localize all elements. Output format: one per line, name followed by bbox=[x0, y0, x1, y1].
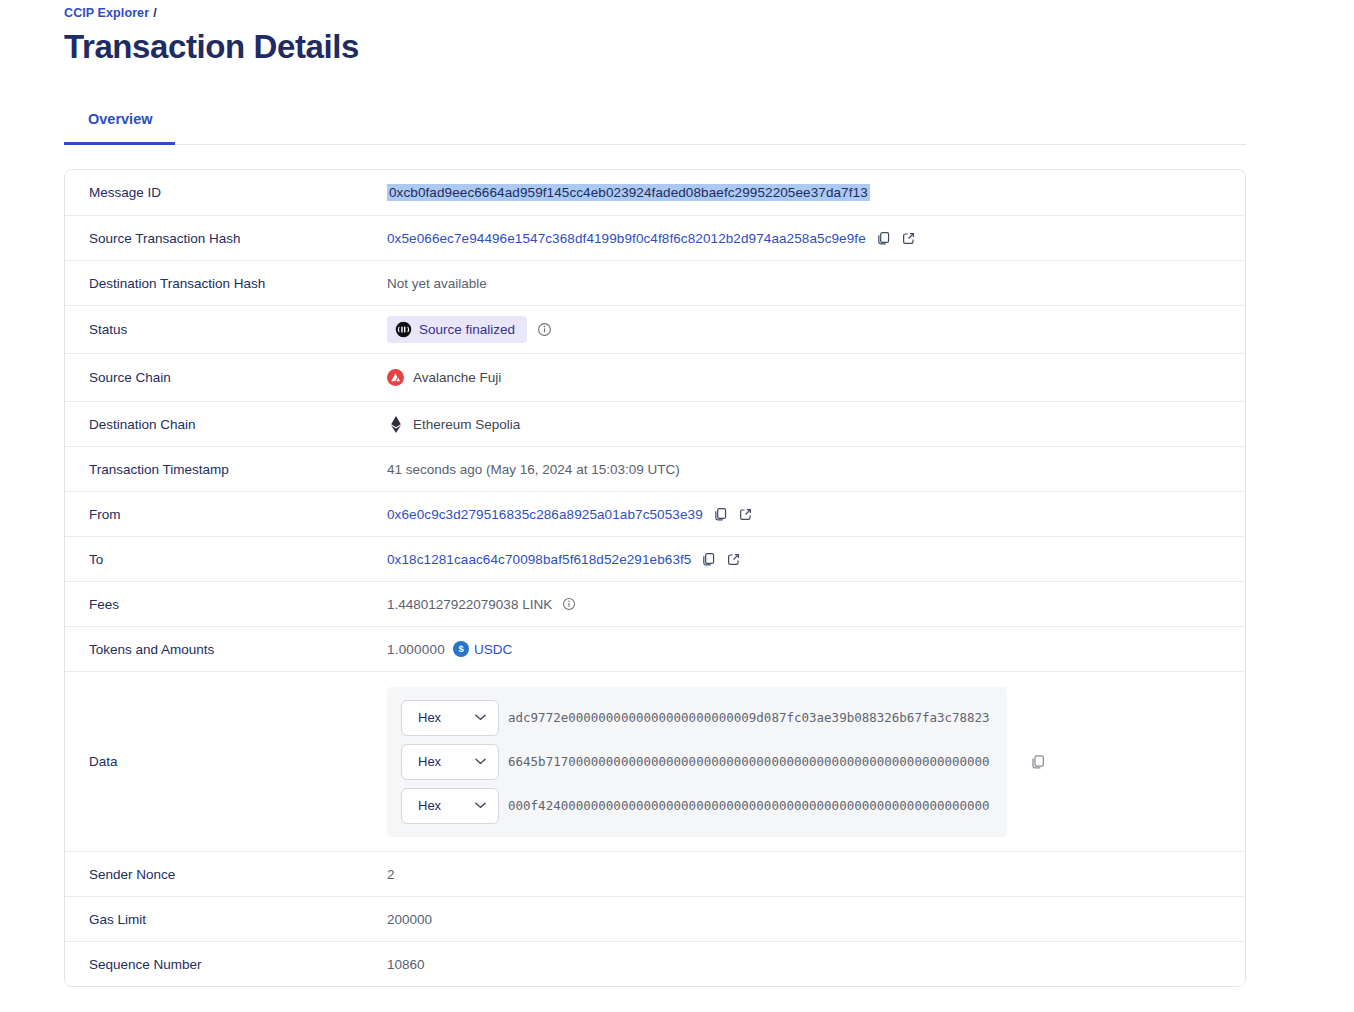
from-address-link[interactable]: 0x6e0c9c3d279516835c286a8925a01ab7c5053e… bbox=[387, 507, 703, 522]
row-label: Destination Transaction Hash bbox=[65, 276, 387, 291]
table-row-dest-tx-hash: Destination Transaction Hash Not yet ava… bbox=[65, 260, 1245, 305]
row-label: Destination Chain bbox=[65, 417, 387, 432]
sender-nonce-value: 2 bbox=[387, 867, 395, 882]
source-chain-name: Avalanche Fuji bbox=[413, 370, 501, 385]
row-label: Sender Nonce bbox=[65, 867, 387, 882]
table-row-dest-chain: Destination Chain Ethereum Sepolia bbox=[65, 401, 1245, 446]
data-hex-line: Hex 000f42400000000000000000000000000000… bbox=[401, 788, 993, 824]
to-address-link[interactable]: 0x18c1281caac64c70098baf5f618d52e291eb63… bbox=[387, 552, 691, 567]
data-hex-text: 000f424000000000000000000000000000000000… bbox=[508, 798, 990, 813]
row-label: Transaction Timestamp bbox=[65, 462, 387, 477]
chevron-down-icon bbox=[475, 802, 486, 809]
gas-limit-value: 200000 bbox=[387, 912, 432, 927]
table-row-timestamp: Transaction Timestamp 41 seconds ago (Ma… bbox=[65, 446, 1245, 491]
copy-icon[interactable] bbox=[1030, 754, 1046, 770]
ethereum-logo-icon bbox=[387, 415, 404, 434]
hex-format-value: Hex bbox=[418, 798, 441, 813]
info-icon[interactable] bbox=[562, 597, 576, 611]
row-label: Gas Limit bbox=[65, 912, 387, 927]
hex-format-value: Hex bbox=[418, 754, 441, 769]
row-label: Tokens and Amounts bbox=[65, 642, 387, 657]
hex-format-select[interactable]: Hex bbox=[401, 788, 499, 824]
info-icon[interactable] bbox=[537, 322, 552, 337]
external-link-icon[interactable] bbox=[726, 552, 741, 567]
chevron-down-icon bbox=[475, 758, 486, 765]
dest-tx-hash-value: Not yet available bbox=[387, 276, 487, 291]
row-label: Fees bbox=[65, 597, 387, 612]
external-link-icon[interactable] bbox=[901, 231, 916, 246]
table-row-sequence-number: Sequence Number 10860 bbox=[65, 941, 1245, 986]
row-label: Message ID bbox=[65, 185, 387, 200]
table-row-source-chain: Source Chain Avalanche Fuji bbox=[65, 353, 1245, 401]
copy-icon[interactable] bbox=[701, 552, 716, 567]
tab-bar: Overview bbox=[64, 110, 1246, 145]
row-label: Source Chain bbox=[65, 370, 387, 385]
breadcrumb: CCIP Explorer / bbox=[64, 6, 1246, 20]
usdc-token-icon: $ bbox=[453, 641, 469, 657]
row-label: Data bbox=[65, 754, 387, 769]
token-usdc-link[interactable]: $ USDC bbox=[453, 641, 512, 657]
row-label: Sequence Number bbox=[65, 957, 387, 972]
table-row-from: From 0x6e0c9c3d279516835c286a8925a01ab7c… bbox=[65, 491, 1245, 536]
table-row-fees: Fees 1.4480127922079038 LINK bbox=[65, 581, 1245, 626]
avalanche-logo-icon bbox=[387, 369, 404, 386]
token-symbol-label: USDC bbox=[474, 642, 512, 657]
row-label: From bbox=[65, 507, 387, 522]
dest-chain-name: Ethereum Sepolia bbox=[413, 417, 520, 432]
transaction-details-card: Message ID 0xcb0fad9eec6664ad959f145cc4e… bbox=[64, 169, 1246, 987]
sequence-number-value: 10860 bbox=[387, 957, 425, 972]
external-link-icon[interactable] bbox=[738, 507, 753, 522]
table-row-status: Status Source finalized bbox=[65, 305, 1245, 353]
hex-format-value: Hex bbox=[418, 710, 441, 725]
chevron-down-icon bbox=[475, 714, 486, 721]
data-hex-panel: Hex adc9772e0000000000000000000000009d08… bbox=[387, 687, 1007, 837]
tab-overview[interactable]: Overview bbox=[64, 111, 175, 145]
data-hex-line: Hex adc9772e0000000000000000000000009d08… bbox=[401, 700, 993, 736]
finality-progress-icon bbox=[395, 321, 412, 338]
table-row-to: To 0x18c1281caac64c70098baf5f618d52e291e… bbox=[65, 536, 1245, 581]
hex-format-select[interactable]: Hex bbox=[401, 744, 499, 780]
data-hex-line: Hex 6645b7170000000000000000000000000000… bbox=[401, 744, 993, 780]
hex-format-select[interactable]: Hex bbox=[401, 700, 499, 736]
row-label: Source Transaction Hash bbox=[65, 231, 387, 246]
svg-text:$: $ bbox=[458, 644, 464, 654]
copy-icon[interactable] bbox=[876, 231, 891, 246]
table-row-message-id: Message ID 0xcb0fad9eec6664ad959f145cc4e… bbox=[65, 170, 1245, 215]
page-title: Transaction Details bbox=[64, 28, 1246, 66]
transaction-details-page: CCIP Explorer / Transaction Details Overv… bbox=[0, 0, 1246, 987]
table-row-gas-limit: Gas Limit 200000 bbox=[65, 896, 1245, 941]
source-tx-hash-link[interactable]: 0x5e066ec7e94496e1547c368df4199b9f0c4f8f… bbox=[387, 231, 866, 246]
status-badge-label: Source finalized bbox=[419, 322, 515, 337]
table-row-data: Data Hex adc9772e00000000000000000000000… bbox=[65, 671, 1245, 851]
status-badge: Source finalized bbox=[387, 316, 527, 343]
table-row-sender-nonce: Sender Nonce 2 bbox=[65, 851, 1245, 896]
row-label: To bbox=[65, 552, 387, 567]
timestamp-value: 41 seconds ago (May 16, 2024 at 15:03:09… bbox=[387, 462, 680, 477]
data-hex-text: adc9772e0000000000000000000000009d087fc0… bbox=[508, 710, 990, 725]
breadcrumb-separator: / bbox=[153, 6, 157, 20]
message-id-value: 0xcb0fad9eec6664ad959f145cc4eb023924fade… bbox=[387, 184, 870, 201]
token-amount-value: 1.000000 bbox=[387, 642, 445, 657]
fees-value: 1.4480127922079038 LINK bbox=[387, 597, 552, 612]
data-hex-text: 6645b71700000000000000000000000000000000… bbox=[508, 754, 990, 769]
table-row-tokens-and-amounts: Tokens and Amounts 1.000000 $ USDC bbox=[65, 626, 1245, 671]
breadcrumb-link-ccip-explorer[interactable]: CCIP Explorer bbox=[64, 6, 149, 20]
table-row-source-tx-hash: Source Transaction Hash 0x5e066ec7e94496… bbox=[65, 215, 1245, 260]
row-label: Status bbox=[65, 322, 387, 337]
copy-icon[interactable] bbox=[713, 507, 728, 522]
